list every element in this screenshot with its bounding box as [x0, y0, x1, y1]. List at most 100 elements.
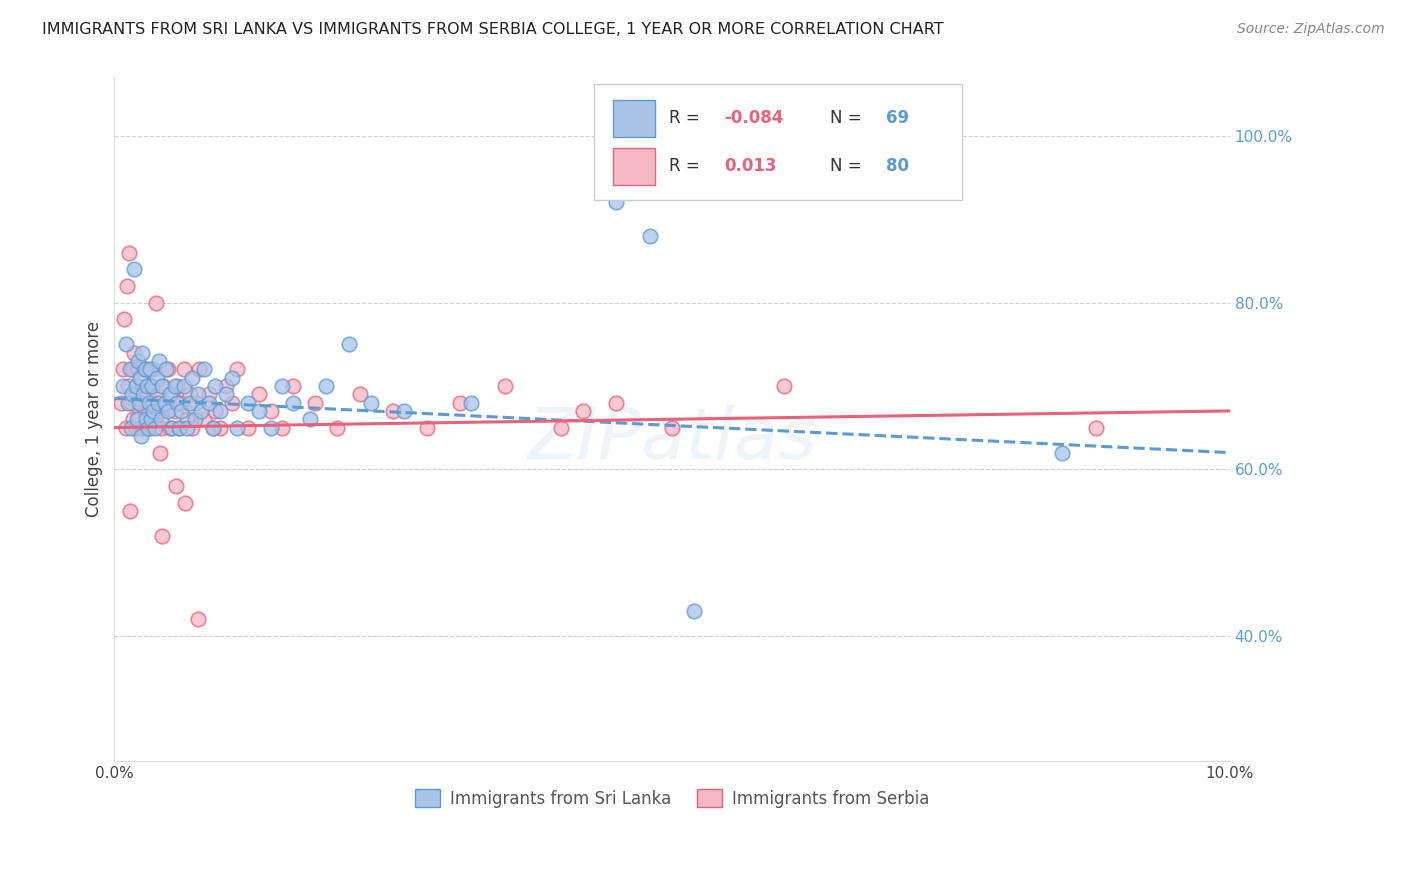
Point: [176, 412, 198, 426]
Point: [415, 420, 437, 434]
Point: [572, 404, 595, 418]
Point: [150, 379, 173, 393]
Point: [226, 362, 249, 376]
Point: [494, 379, 516, 393]
Point: [141, 379, 163, 393]
Point: [167, 420, 190, 434]
Point: [1052, 445, 1074, 459]
Point: [173, 379, 195, 393]
Point: [128, 412, 150, 426]
Point: [179, 395, 201, 409]
Point: [128, 395, 150, 409]
Point: [184, 395, 207, 409]
Point: [460, 395, 482, 409]
Text: N =: N =: [831, 158, 868, 176]
Point: [337, 337, 360, 351]
Point: [129, 370, 152, 384]
Point: [163, 404, 186, 418]
Point: [110, 395, 132, 409]
Point: [142, 362, 165, 376]
Y-axis label: College, 1 year or more: College, 1 year or more: [86, 321, 103, 517]
Point: [125, 387, 148, 401]
Point: [221, 395, 243, 409]
Point: [132, 387, 155, 401]
Point: [125, 412, 148, 426]
Text: 69: 69: [886, 110, 910, 128]
Bar: [613, 148, 655, 186]
Point: [162, 387, 184, 401]
Point: [550, 420, 572, 434]
Point: [152, 379, 174, 393]
Point: [188, 362, 211, 376]
Point: [118, 504, 141, 518]
Point: [270, 420, 292, 434]
Point: [127, 362, 149, 376]
Point: [1084, 420, 1107, 434]
Text: N =: N =: [831, 110, 868, 128]
Point: [132, 387, 155, 401]
Text: R =: R =: [669, 158, 704, 176]
Point: [270, 379, 292, 393]
Point: [187, 387, 209, 401]
Point: [138, 404, 160, 418]
Text: -0.084: -0.084: [724, 110, 785, 128]
Point: [209, 420, 232, 434]
Text: ZIP​atlas: ZIP​atlas: [527, 405, 817, 475]
Point: [360, 395, 382, 409]
Point: [134, 362, 156, 376]
Point: [142, 404, 165, 418]
Point: [131, 345, 153, 359]
Point: [118, 245, 141, 260]
Point: [221, 370, 243, 384]
Point: [129, 395, 152, 409]
Point: [124, 345, 146, 359]
Point: [204, 379, 226, 393]
Point: [167, 420, 190, 434]
Text: R =: R =: [669, 110, 704, 128]
Point: [135, 412, 157, 426]
Point: [183, 412, 205, 426]
Point: [315, 379, 337, 393]
Point: [166, 395, 188, 409]
Point: [139, 362, 162, 376]
Point: [146, 370, 169, 384]
Point: [298, 412, 321, 426]
Point: [129, 370, 152, 384]
Point: [201, 420, 224, 434]
Point: [127, 354, 149, 368]
Point: [605, 395, 627, 409]
Point: [136, 420, 159, 434]
Point: [117, 379, 139, 393]
Point: [146, 387, 169, 401]
Point: [449, 395, 471, 409]
Point: [139, 420, 162, 434]
FancyBboxPatch shape: [593, 84, 962, 201]
Point: [131, 420, 153, 434]
Point: [394, 404, 416, 418]
Point: [134, 404, 156, 418]
Text: 0.013: 0.013: [724, 158, 778, 176]
Point: [136, 387, 159, 401]
Point: [204, 404, 226, 418]
Point: [124, 420, 146, 434]
Point: [141, 379, 163, 393]
Point: [122, 412, 145, 426]
Point: [156, 362, 179, 376]
Point: [143, 420, 166, 434]
Point: [198, 395, 221, 409]
Point: [198, 387, 221, 401]
Point: [146, 395, 169, 409]
Point: [162, 420, 184, 434]
Point: [120, 395, 142, 409]
Point: [112, 379, 135, 393]
Point: [156, 404, 179, 418]
Point: [193, 412, 215, 426]
Point: [181, 370, 204, 384]
Point: [605, 195, 627, 210]
Point: [173, 495, 195, 509]
Point: [149, 445, 172, 459]
Point: [163, 379, 186, 393]
Point: [138, 395, 160, 409]
Point: [150, 420, 173, 434]
Point: [661, 420, 683, 434]
